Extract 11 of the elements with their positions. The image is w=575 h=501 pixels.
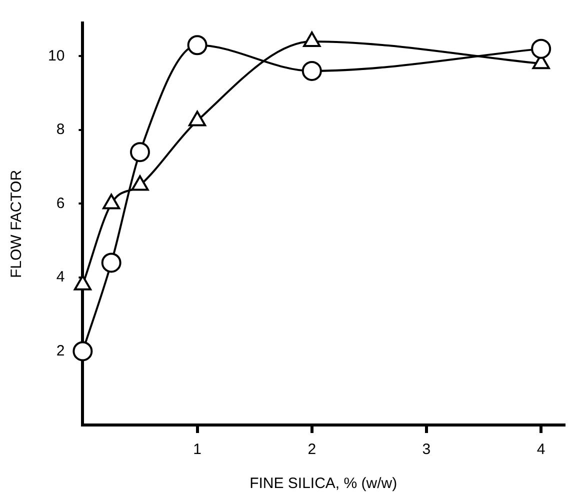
y-tick-label: 6 <box>56 194 65 212</box>
x-axis-title: FINE SILICA, % (w/w) <box>250 475 398 492</box>
y-tick-label: 4 <box>56 268 65 286</box>
y-axis-title: FLOW FACTOR <box>8 170 26 278</box>
y-tick-label: 10 <box>48 47 65 64</box>
x-tick-label: 2 <box>308 441 316 458</box>
y-tick-label: 2 <box>56 342 65 360</box>
x-tick-label: 1 <box>193 441 202 458</box>
x-tick-label: 4 <box>536 441 546 458</box>
x-tick-label: 3 <box>422 441 431 458</box>
y-tick-label: 8 <box>56 121 65 138</box>
